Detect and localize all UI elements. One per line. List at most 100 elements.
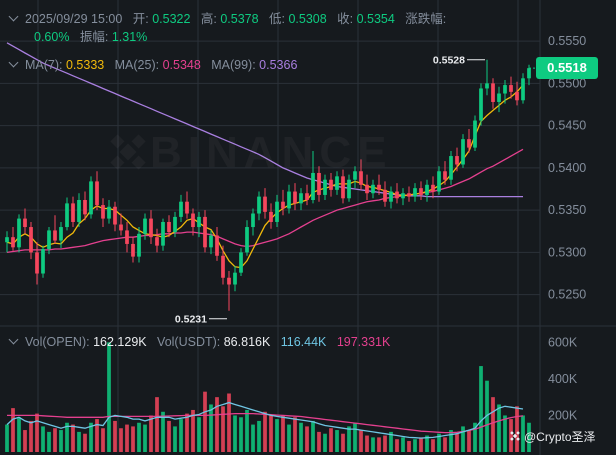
- candle[interactable]: [419, 181, 423, 200]
- volume-bar[interactable]: [89, 422, 93, 452]
- volume-bar[interactable]: [437, 433, 441, 452]
- candle[interactable]: [227, 270, 231, 311]
- candle[interactable]: [515, 81, 519, 106]
- candle[interactable]: [197, 211, 201, 238]
- volume-bar[interactable]: [29, 420, 33, 452]
- candle[interactable]: [137, 227, 141, 263]
- candle[interactable]: [209, 230, 213, 255]
- volume-bar[interactable]: [353, 422, 357, 452]
- candle[interactable]: [287, 184, 291, 214]
- volume-bar[interactable]: [317, 431, 321, 452]
- volume-bar[interactable]: [419, 437, 423, 452]
- volume-bar[interactable]: [401, 437, 405, 452]
- volume-bar[interactable]: [461, 426, 465, 452]
- volume-bar[interactable]: [197, 417, 201, 452]
- candle[interactable]: [437, 166, 441, 195]
- candle[interactable]: [389, 186, 393, 209]
- candle[interactable]: [233, 265, 237, 292]
- candle[interactable]: [275, 194, 279, 228]
- candle[interactable]: [395, 183, 399, 204]
- volume-bar[interactable]: [59, 430, 63, 452]
- candle[interactable]: [185, 191, 189, 219]
- candle[interactable]: [353, 166, 357, 189]
- volume-bar[interactable]: [41, 426, 45, 452]
- candle[interactable]: [65, 197, 69, 231]
- candle[interactable]: [257, 191, 261, 221]
- volume-bar[interactable]: [65, 422, 69, 452]
- volume-bar[interactable]: [161, 411, 165, 452]
- volume-bar[interactable]: [221, 406, 225, 452]
- candle[interactable]: [251, 208, 255, 236]
- volume-bar[interactable]: [443, 437, 447, 452]
- candle[interactable]: [347, 174, 351, 202]
- candle[interactable]: [239, 248, 243, 277]
- volume-bar[interactable]: [305, 426, 309, 452]
- candle[interactable]: [191, 208, 195, 236]
- volume-bar[interactable]: [497, 404, 501, 452]
- volume-bar[interactable]: [293, 417, 297, 452]
- candle[interactable]: [479, 83, 483, 126]
- candle[interactable]: [167, 215, 171, 238]
- volume-bar[interactable]: [173, 426, 177, 452]
- chevron-down-icon[interactable]: [8, 11, 19, 22]
- volume-bar[interactable]: [119, 428, 123, 452]
- candle[interactable]: [101, 198, 105, 228]
- candle[interactable]: [149, 210, 153, 244]
- volume-bar[interactable]: [5, 424, 9, 452]
- candle[interactable]: [23, 208, 27, 234]
- volume-bar[interactable]: [83, 433, 87, 452]
- candle[interactable]: [443, 161, 447, 185]
- candle[interactable]: [431, 176, 435, 199]
- candle[interactable]: [407, 186, 411, 202]
- candle[interactable]: [491, 78, 495, 109]
- volume-bar[interactable]: [479, 366, 483, 452]
- candle[interactable]: [497, 86, 501, 113]
- volume-bar[interactable]: [227, 393, 231, 453]
- volume-bar[interactable]: [281, 415, 285, 452]
- candle[interactable]: [41, 245, 45, 278]
- candle[interactable]: [245, 220, 249, 256]
- candle[interactable]: [5, 231, 9, 253]
- candle[interactable]: [203, 210, 207, 253]
- volume-bar[interactable]: [359, 430, 363, 452]
- candle[interactable]: [35, 242, 39, 285]
- volume-bar[interactable]: [515, 406, 519, 452]
- candle[interactable]: [53, 215, 57, 244]
- volume-bar[interactable]: [263, 411, 267, 452]
- volume-bar[interactable]: [209, 404, 213, 452]
- volume-bar[interactable]: [371, 437, 375, 452]
- candle[interactable]: [173, 211, 177, 238]
- volume-bar[interactable]: [329, 428, 333, 452]
- volume-bar[interactable]: [191, 409, 195, 452]
- volume-bar[interactable]: [503, 415, 507, 452]
- candle[interactable]: [83, 191, 87, 221]
- volume-bar[interactable]: [143, 424, 147, 452]
- candle[interactable]: [299, 188, 303, 211]
- volume-bar[interactable]: [485, 380, 489, 452]
- volume-bar[interactable]: [215, 397, 219, 452]
- volume-bar[interactable]: [179, 419, 183, 452]
- candle[interactable]: [29, 221, 33, 260]
- candle[interactable]: [161, 218, 165, 251]
- candle[interactable]: [281, 189, 285, 216]
- volume-bar[interactable]: [269, 415, 273, 452]
- candle[interactable]: [293, 183, 297, 211]
- volume-bar[interactable]: [131, 426, 135, 452]
- candle[interactable]: [131, 237, 135, 263]
- volume-bar[interactable]: [347, 426, 351, 452]
- volume-bar[interactable]: [203, 391, 207, 452]
- candle[interactable]: [107, 200, 111, 224]
- candle[interactable]: [341, 169, 345, 204]
- volume-bar[interactable]: [155, 397, 159, 452]
- candle[interactable]: [383, 181, 387, 207]
- candle[interactable]: [143, 213, 147, 240]
- volume-bars[interactable]: [5, 342, 531, 452]
- volume-bar[interactable]: [101, 428, 105, 452]
- volume-bar[interactable]: [521, 415, 525, 452]
- volume-bar[interactable]: [245, 409, 249, 452]
- candle[interactable]: [305, 184, 309, 206]
- volume-bar[interactable]: [395, 439, 399, 452]
- volume-bar[interactable]: [77, 431, 81, 452]
- candle[interactable]: [359, 159, 363, 190]
- candle[interactable]: [317, 166, 321, 202]
